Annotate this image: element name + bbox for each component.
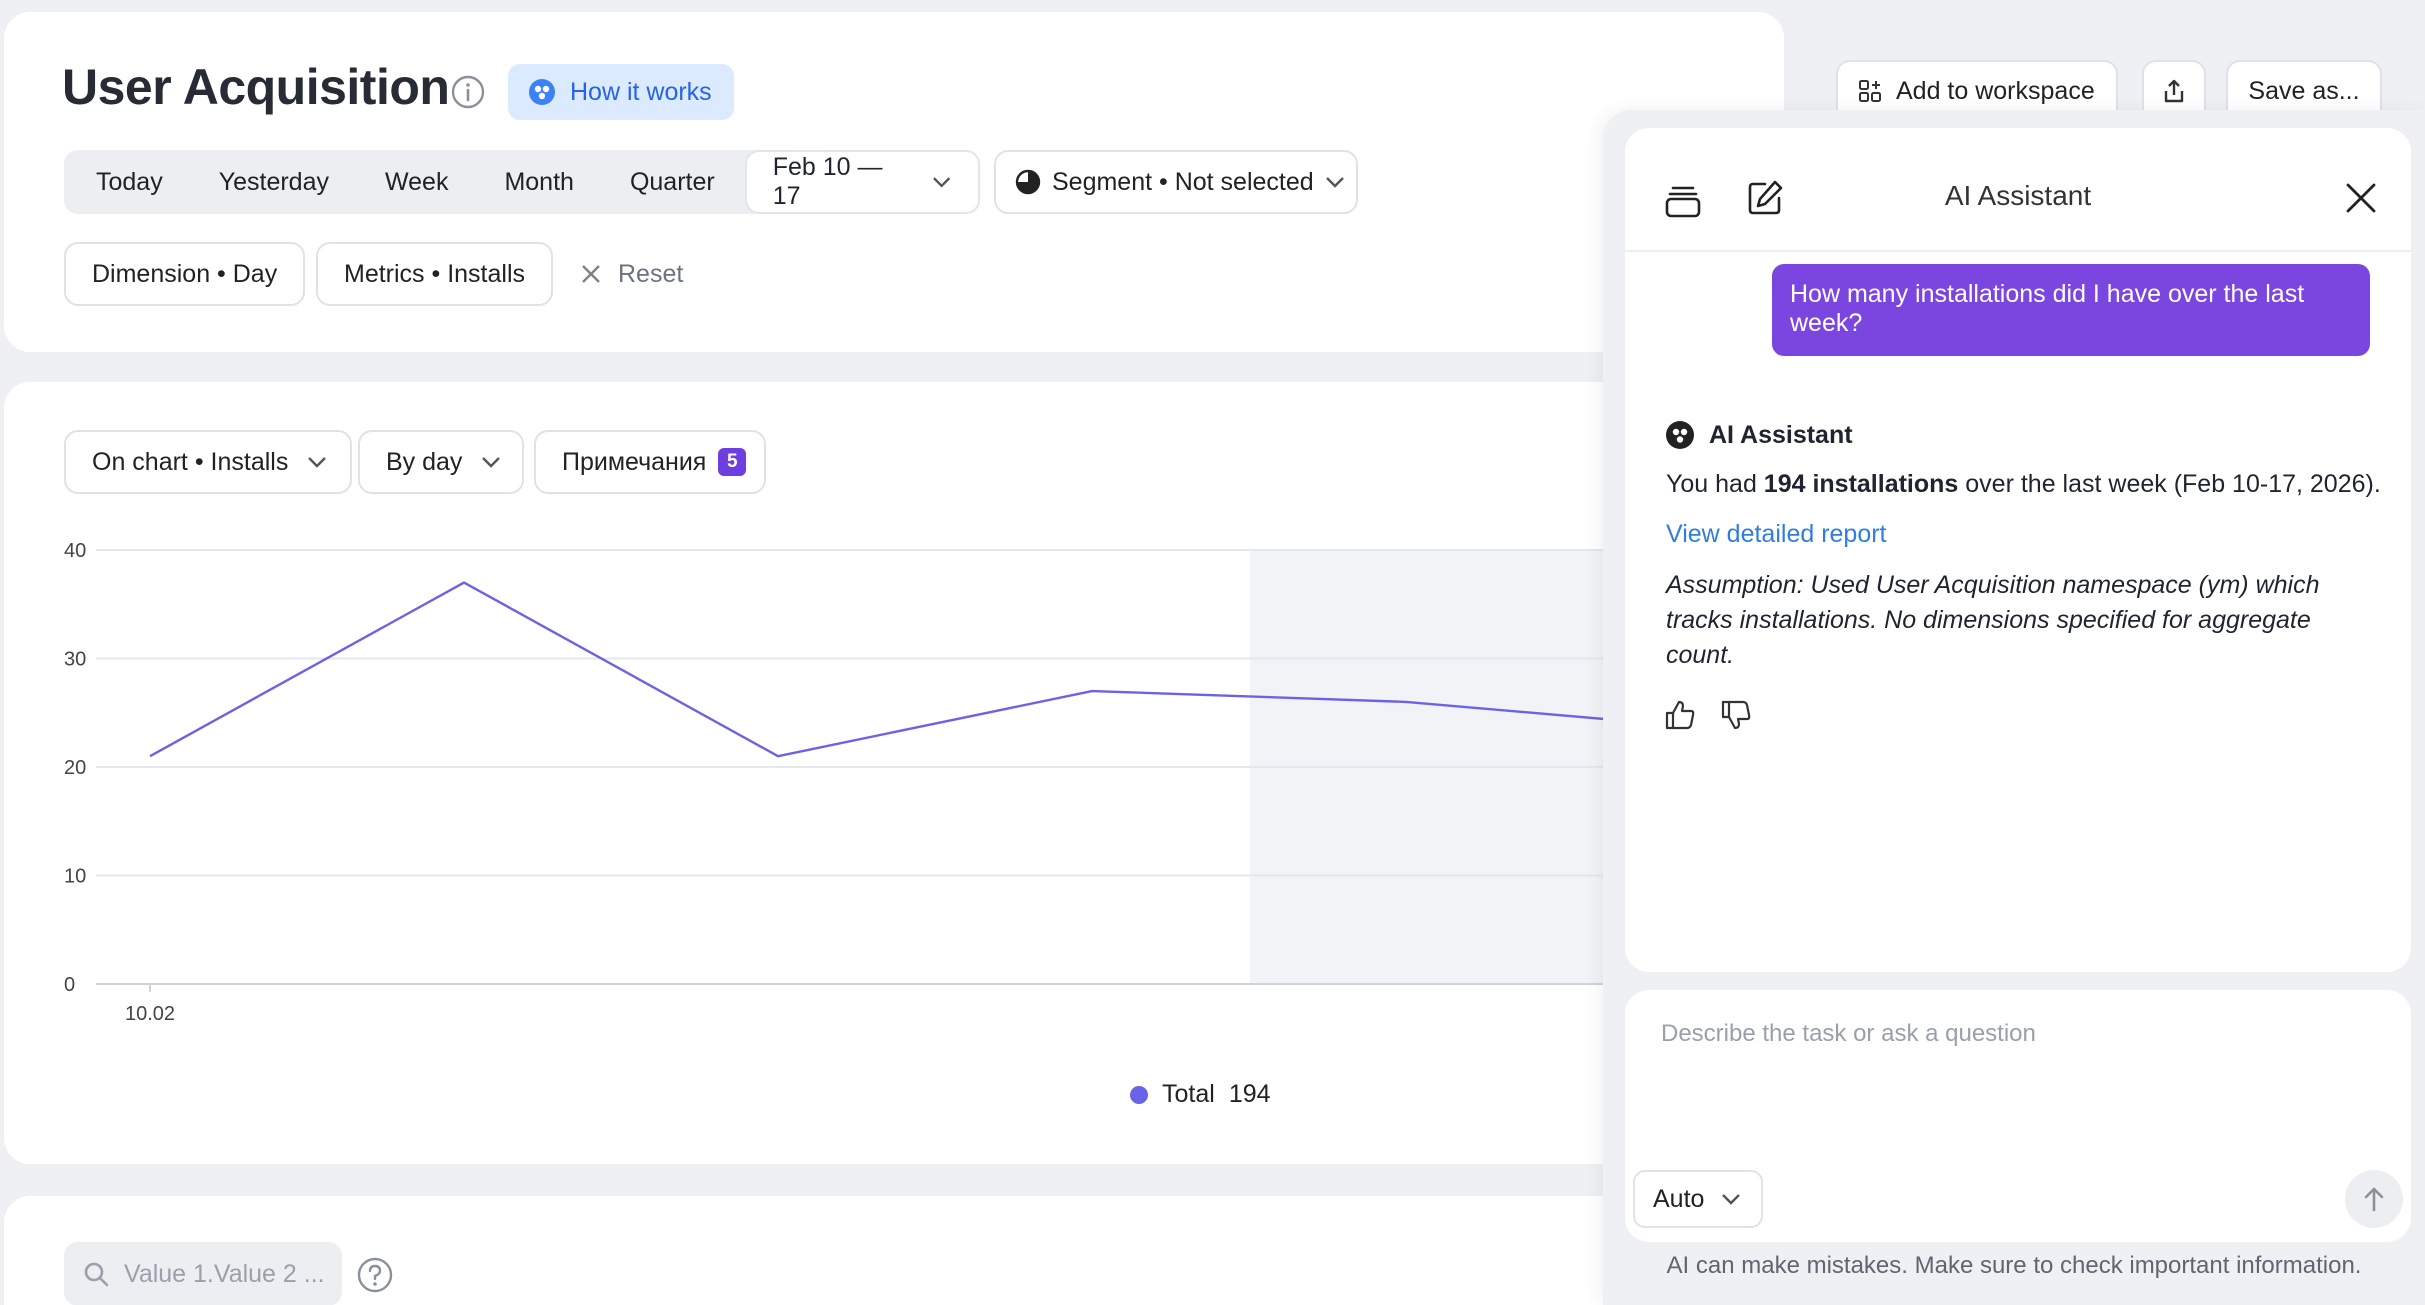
x-tick-label: 10.02 bbox=[125, 1003, 175, 1025]
legend-value: 194 bbox=[1228, 1080, 1271, 1108]
period-week[interactable]: Week bbox=[385, 167, 449, 196]
header-divider bbox=[1625, 250, 2411, 252]
period-yesterday[interactable]: Yesterday bbox=[218, 167, 329, 196]
period-quarter[interactable]: Quarter bbox=[629, 167, 715, 196]
help-icon[interactable] bbox=[356, 1256, 394, 1294]
y-tick-label: 0 bbox=[64, 974, 75, 996]
y-tick-label: 20 bbox=[64, 757, 86, 779]
ai-panel-title: AI Assistant bbox=[1944, 180, 2092, 211]
answer-suffix: over the last week (Feb 10-17, 2026). bbox=[1958, 470, 2381, 498]
table-search-input[interactable]: Value 1.Value 2 ... bbox=[64, 1242, 342, 1305]
ai-input-placeholder[interactable]: Describe the task or ask a question bbox=[1661, 1020, 2036, 1047]
how-it-works-icon bbox=[529, 79, 555, 105]
segment-selector[interactable]: Segment • Not selected bbox=[994, 150, 1358, 214]
ai-assistant-panel: AI Assistant How many installations did … bbox=[1603, 110, 2425, 1305]
y-tick-label: 10 bbox=[64, 866, 86, 888]
chevron-down-icon bbox=[1722, 1194, 1741, 1205]
installs-line-chart: 0 10 20 30 40 10.02 bbox=[64, 540, 1620, 1025]
reset-button[interactable]: Reset bbox=[580, 242, 683, 306]
on-chart-selector[interactable]: On chart • Installs bbox=[64, 430, 353, 494]
dimension-filter[interactable]: Dimension • Day bbox=[64, 242, 306, 306]
search-icon bbox=[84, 1262, 109, 1287]
user-message: How many installations did I have over t… bbox=[1772, 264, 2370, 356]
chevron-down-icon bbox=[308, 457, 327, 468]
thumbs-up-icon[interactable] bbox=[1663, 698, 1697, 732]
ai-disclaimer: AI can make mistakes. Make sure to check… bbox=[1666, 1252, 2362, 1279]
new-chat-icon[interactable] bbox=[1745, 178, 1785, 218]
view-report-link[interactable]: View detailed report bbox=[1666, 520, 1887, 548]
y-tick-label: 40 bbox=[64, 540, 86, 562]
chevron-down-icon bbox=[482, 457, 501, 468]
thumbs-down-icon[interactable] bbox=[1719, 698, 1753, 732]
notes-label: Примечания bbox=[562, 447, 707, 476]
legend-label: Total bbox=[1162, 1080, 1215, 1108]
on-chart-label: On chart • Installs bbox=[92, 447, 289, 476]
ai-chat-area: AI Assistant How many installations did … bbox=[1625, 128, 2411, 972]
assistant-assumption: Assumption: Used User Acquisition namesp… bbox=[1666, 571, 2320, 669]
assistant-answer: You had 194 installations over the last … bbox=[1666, 470, 2406, 499]
metrics-filter[interactable]: Metrics • Installs bbox=[316, 242, 554, 306]
assistant-name: AI Assistant bbox=[1709, 420, 1853, 449]
share-icon bbox=[2164, 79, 2184, 103]
chart-legend[interactable]: Total 194 bbox=[1130, 1080, 1271, 1109]
by-day-selector[interactable]: By day bbox=[358, 430, 525, 494]
period-selector: Today Yesterday Week Month Quarter Feb 1… bbox=[64, 150, 980, 214]
by-day-label: By day bbox=[386, 447, 463, 476]
info-icon[interactable] bbox=[450, 74, 486, 110]
period-month[interactable]: Month bbox=[504, 167, 574, 196]
assistant-header: AI Assistant bbox=[1665, 420, 1853, 450]
how-it-works-label: How it works bbox=[570, 77, 712, 106]
close-icon bbox=[582, 265, 600, 283]
notes-count-badge: 5 bbox=[718, 448, 747, 476]
assistant-avatar-icon bbox=[1666, 421, 1694, 449]
legend-marker bbox=[1130, 1085, 1148, 1104]
chevron-down-icon bbox=[1325, 177, 1344, 188]
send-button[interactable] bbox=[2345, 1170, 2403, 1228]
history-icon[interactable] bbox=[1663, 180, 1703, 220]
page-title: User Acquisition bbox=[62, 59, 450, 115]
close-icon[interactable] bbox=[2343, 180, 2379, 216]
workspace-icon bbox=[1859, 80, 1881, 102]
date-range-picker[interactable]: Feb 10 — 17 bbox=[744, 150, 980, 214]
add-to-workspace-label: Add to workspace bbox=[1896, 76, 2095, 105]
arrow-up-icon bbox=[2364, 1187, 2384, 1212]
mode-selector[interactable]: Auto bbox=[1633, 1170, 1763, 1228]
notes-button[interactable]: Примечания 5 bbox=[534, 430, 767, 494]
ai-input-area[interactable]: Describe the task or ask a question Auto bbox=[1625, 990, 2411, 1242]
search-placeholder: Value 1.Value 2 ... bbox=[124, 1259, 325, 1288]
y-tick-label: 30 bbox=[64, 649, 86, 671]
segment-label: Segment • Not selected bbox=[1052, 167, 1314, 196]
answer-highlight: 194 installations bbox=[1763, 470, 1959, 498]
date-range-label: Feb 10 — 17 bbox=[772, 153, 883, 210]
mode-label: Auto bbox=[1653, 1184, 1705, 1213]
chevron-down-icon bbox=[932, 177, 950, 188]
period-today[interactable]: Today bbox=[96, 167, 163, 196]
reset-label: Reset bbox=[618, 259, 684, 288]
segment-icon bbox=[1015, 169, 1041, 195]
how-it-works-button[interactable]: How it works bbox=[508, 64, 734, 120]
series-line-total bbox=[149, 581, 1620, 758]
answer-prefix: You had bbox=[1666, 470, 1764, 498]
